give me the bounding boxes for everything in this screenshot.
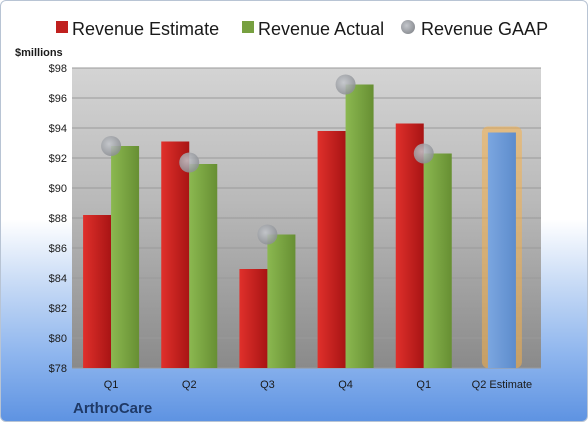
y-tick-label: $90 bbox=[49, 183, 67, 195]
y-tick-label: $86 bbox=[49, 243, 67, 255]
bar-revenue-estimate bbox=[317, 131, 346, 368]
x-category-label: Q1 bbox=[416, 379, 431, 391]
x-category-label: Q3 bbox=[260, 379, 275, 391]
legend-marker-gaap bbox=[401, 20, 415, 34]
y-axis-unit-label: $millions bbox=[15, 47, 63, 59]
y-tick-label: $82 bbox=[49, 303, 67, 315]
marker-revenue-gaap bbox=[413, 143, 434, 164]
bar-revenue-estimate bbox=[83, 215, 112, 368]
y-tick-label: $96 bbox=[49, 93, 67, 105]
y-tick-label: $98 bbox=[49, 63, 67, 75]
y-tick-label: $94 bbox=[49, 123, 67, 135]
marker-revenue-gaap bbox=[179, 152, 200, 173]
bar-revenue-estimate bbox=[395, 123, 424, 368]
x-category-label: Q2 Estimate bbox=[472, 379, 533, 391]
y-tick-label: $92 bbox=[49, 153, 67, 165]
company-name: ArthroCare bbox=[73, 400, 152, 417]
bars bbox=[83, 84, 522, 368]
legend: Revenue Estimate Revenue Actual Revenue … bbox=[56, 19, 548, 39]
marker-revenue-gaap bbox=[335, 74, 356, 95]
bar-q2-estimate bbox=[487, 132, 516, 368]
x-category-label: Q2 bbox=[182, 379, 197, 391]
legend-label-estimate: Revenue Estimate bbox=[72, 19, 219, 39]
legend-swatch-estimate bbox=[56, 21, 68, 33]
y-tick-label: $78 bbox=[49, 363, 67, 375]
y-axis-ticks: $78 $80 $82 $84 $86 $88 $90 $92 $94 $96 $98 bbox=[49, 63, 67, 375]
bar-revenue-estimate bbox=[161, 141, 190, 368]
x-category-label: Q1 bbox=[104, 379, 119, 391]
bar-revenue-actual bbox=[267, 234, 296, 368]
legend-label-actual: Revenue Actual bbox=[258, 19, 384, 39]
x-category-label: Q4 bbox=[338, 379, 353, 391]
bar-revenue-actual bbox=[189, 164, 218, 368]
x-axis-labels: Q1 Q2 Q3 Q4 Q1 Q2 Estimate bbox=[104, 379, 532, 391]
gaap-markers bbox=[101, 74, 434, 245]
marker-revenue-gaap bbox=[101, 136, 122, 156]
bar-revenue-actual bbox=[423, 153, 452, 368]
y-tick-label: $80 bbox=[49, 333, 67, 345]
legend-swatch-actual bbox=[242, 21, 254, 33]
legend-label-gaap: Revenue GAAP bbox=[421, 19, 548, 39]
bar-revenue-actual bbox=[345, 84, 374, 368]
bar-revenue-estimate bbox=[239, 269, 268, 368]
marker-revenue-gaap bbox=[257, 224, 278, 245]
y-tick-label: $88 bbox=[49, 213, 67, 225]
gridlines bbox=[72, 67, 541, 369]
y-tick-label: $84 bbox=[49, 273, 67, 285]
bar-revenue-actual bbox=[111, 146, 140, 368]
